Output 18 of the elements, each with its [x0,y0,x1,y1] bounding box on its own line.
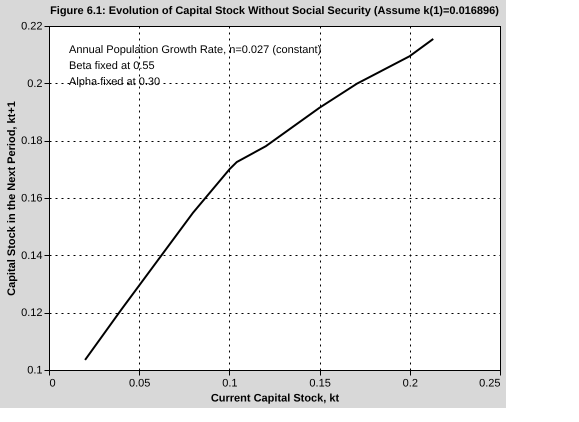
y-tick-label: 0.22 [21,20,42,32]
x-tick-label: 0.05 [128,378,150,390]
x-tick-label: 0.15 [309,378,331,390]
y-tick-label: 0.14 [21,250,42,262]
y-tick-label: 0.12 [21,307,42,320]
y-tick-label: 0.1 [27,364,42,376]
x-axis-title: Current Capital Stock, kt [210,392,340,404]
y-tick-label: 0.16 [21,192,42,204]
chart-title: Figure 6.1: Evolution of Capital Stock Without Social Security (Assume k(1)=0.016896) [50,5,500,17]
annotation: Beta fixed at 0.55 [69,60,155,72]
annotation: Annual Population Growth Rate, n=0.027 (constant) [69,44,322,56]
x-tick-label: 0.25 [479,378,500,390]
y-axis-title: Capital Stock in the Next Period, kt+1 [6,101,18,296]
x-tick-label: 0.1 [222,378,238,390]
y-tick-label: 0.2 [27,78,42,90]
x-tick-label: 0 [50,378,56,390]
x-tick-label: 0.2 [402,378,418,390]
y-tick-label: 0.18 [21,135,42,148]
